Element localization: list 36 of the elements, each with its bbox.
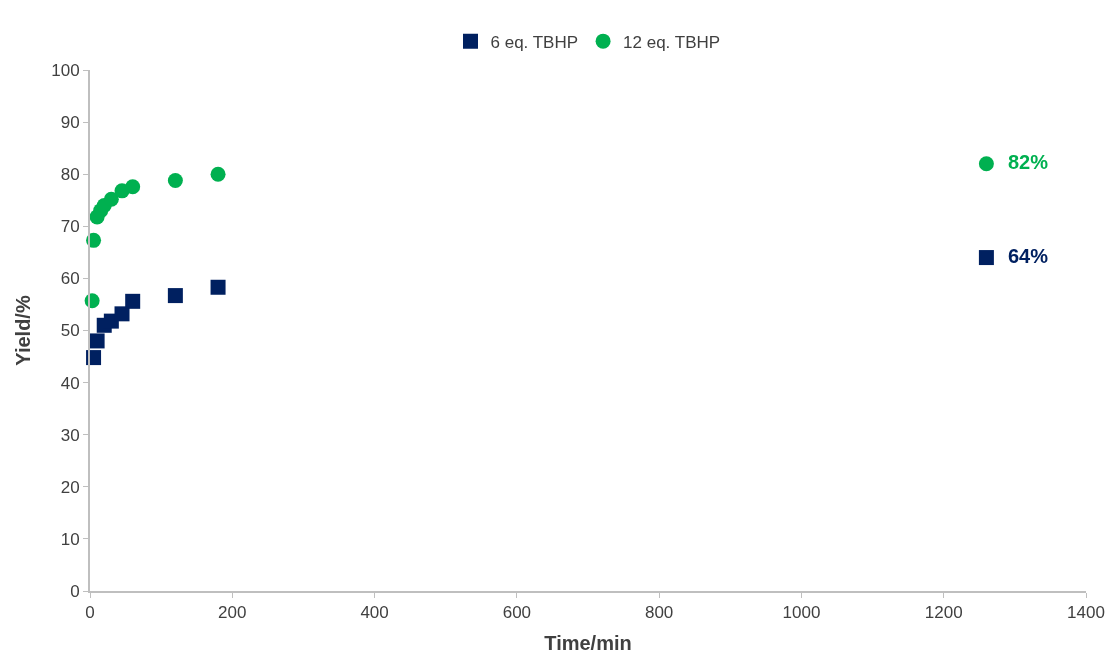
x-tick-label: 1400	[1067, 603, 1105, 623]
y-tick-label: 80	[60, 165, 80, 185]
point	[210, 279, 226, 295]
point	[89, 333, 105, 349]
x-axis-title: Time/min	[544, 632, 632, 655]
point	[125, 293, 141, 309]
x-tick-label: 400	[360, 603, 389, 623]
x-tick-label: 1000	[782, 603, 821, 623]
y-tick-label: 0	[70, 581, 80, 601]
x-tick-label: 800	[644, 603, 674, 623]
data-label: 82%	[996, 150, 1049, 173]
y-tick-label: 10	[60, 529, 80, 549]
y-tick-label: 20	[60, 477, 80, 497]
x-tick-label: 200	[218, 603, 247, 623]
y-tick-label: 50	[60, 321, 80, 341]
x-tick-label: 600	[502, 603, 532, 623]
y-tick-label: 30	[60, 425, 80, 445]
point	[978, 250, 994, 266]
y-tick-label: 90	[60, 113, 80, 133]
point	[114, 306, 130, 322]
x-tick-label: 1200	[924, 603, 963, 623]
y-tick-label: 60	[60, 269, 80, 289]
point	[978, 156, 994, 172]
y-axis-title: Yield/%	[12, 295, 35, 366]
y-tick-label: 100	[51, 60, 80, 80]
point	[125, 179, 141, 195]
x-tick-label: 0	[85, 603, 95, 623]
point	[103, 191, 119, 207]
point	[167, 172, 183, 188]
y-tick-label: 40	[60, 373, 80, 393]
data-label: 64%	[996, 244, 1049, 267]
legend-label: 12 eq. TBHP	[623, 32, 721, 52]
point	[210, 166, 226, 182]
y-tick-label: 70	[60, 217, 80, 237]
legend-label: 6 eq. TBHP	[490, 32, 579, 52]
point	[167, 288, 183, 304]
